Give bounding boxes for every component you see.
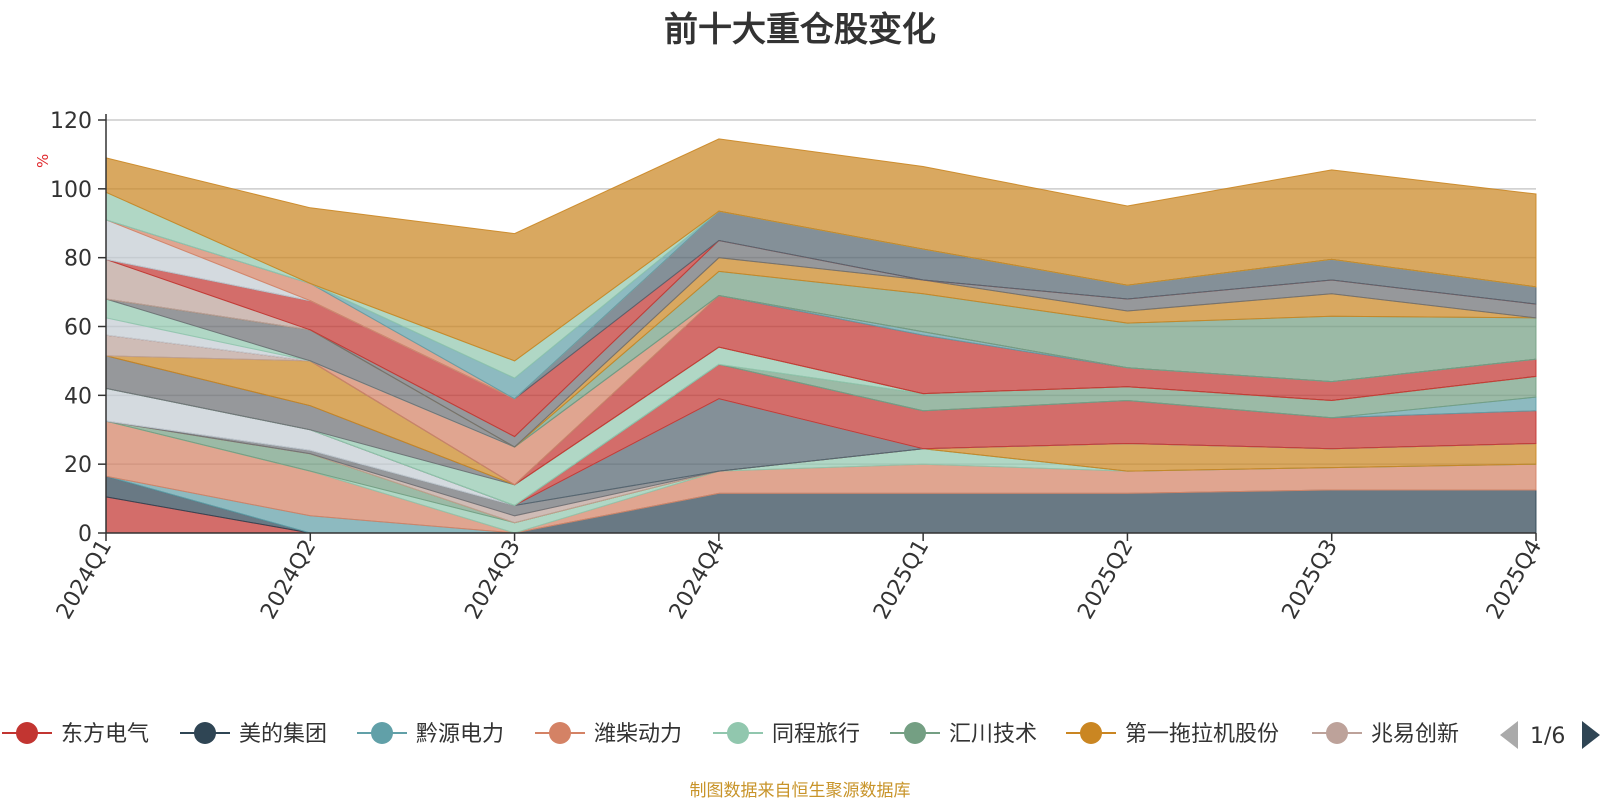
legend-marker-icon — [549, 722, 571, 744]
y-tick-label: 40 — [64, 384, 92, 409]
legend-marker-icon — [1326, 722, 1348, 744]
legend-item[interactable]: 汇川技术 — [890, 722, 1037, 747]
legend-item[interactable]: 美的集团 — [180, 722, 327, 747]
x-tick-label: 2024Q3 — [460, 536, 525, 624]
legend-pager: 1/6 — [1500, 721, 1600, 749]
legend-item[interactable]: 兆易创新 — [1312, 722, 1459, 747]
legend-marker-icon — [727, 722, 749, 744]
y-tick-label: 0 — [78, 522, 92, 547]
x-tick-label: 2025Q2 — [1073, 536, 1138, 624]
y-tick-label: 120 — [50, 109, 92, 134]
legend-marker-icon — [1080, 722, 1102, 744]
legend-item[interactable]: 同程旅行 — [713, 722, 860, 747]
x-tick-label: 2024Q2 — [256, 536, 321, 624]
y-tick-label: 20 — [64, 453, 92, 478]
legend-item[interactable]: 第一拖拉机股份 — [1066, 722, 1279, 747]
y-tick-label: 80 — [64, 247, 92, 272]
legend-marker-icon — [194, 722, 216, 744]
x-tick-label: 2025Q1 — [869, 536, 934, 624]
legend-next-icon[interactable] — [1582, 721, 1600, 749]
legend: 东方电气 美的集团 黔源电力 潍柴动力 同程旅行 汇川技术 第一拖拉机股份 兆易创新 — [2, 722, 1459, 747]
y-tick-label: 60 — [64, 316, 92, 341]
stacked-areas — [105, 138, 1537, 534]
legend-item[interactable]: 潍柴动力 — [535, 722, 682, 747]
legend-label: 汇川技术 — [949, 722, 1037, 747]
y-tick-label: 100 — [50, 178, 92, 203]
legend-marker-icon — [371, 722, 393, 744]
legend-label: 美的集团 — [239, 722, 327, 747]
source-note: 制图数据来自恒生聚源数据库 — [689, 781, 911, 801]
y-axis-label: % — [34, 154, 52, 168]
area-S35 — [105, 138, 1537, 362]
x-tick-label: 2025Q4 — [1482, 536, 1547, 624]
legend-label: 潍柴动力 — [594, 722, 682, 747]
x-tick-label: 2024Q1 — [52, 536, 117, 624]
legend-marker-icon — [904, 722, 926, 744]
legend-prev-icon[interactable] — [1500, 721, 1518, 749]
legend-label: 兆易创新 — [1371, 722, 1459, 747]
legend-marker-icon — [16, 722, 38, 744]
legend-item[interactable]: 东方电气 — [2, 722, 149, 747]
legend-page-indicator: 1/6 — [1530, 724, 1565, 749]
chart-title: 前十大重仓股变化 — [664, 10, 936, 50]
legend-label: 第一拖拉机股份 — [1125, 722, 1279, 747]
x-tick-label: 2024Q4 — [665, 536, 730, 624]
x-tick-label: 2025Q3 — [1278, 536, 1343, 624]
legend-label: 东方电气 — [61, 722, 149, 747]
legend-label: 同程旅行 — [772, 722, 860, 747]
legend-item[interactable]: 黔源电力 — [357, 722, 504, 747]
legend-label: 黔源电力 — [416, 722, 504, 747]
